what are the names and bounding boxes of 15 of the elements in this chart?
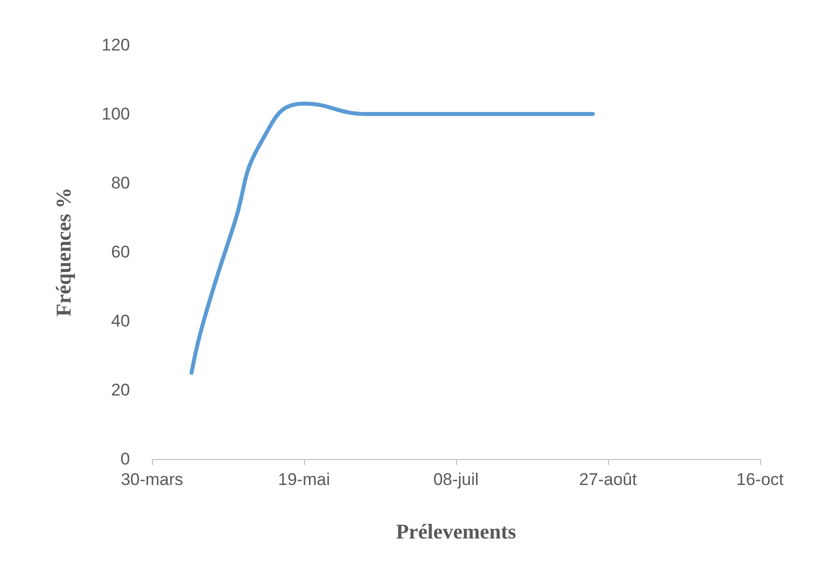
y-tick-label: 80	[111, 174, 130, 192]
y-tick-label: 60	[111, 242, 130, 262]
line-series	[190, 102, 595, 375]
y-axis-title: Fréquences %	[52, 188, 76, 316]
x-tick-label: 19-mai	[278, 470, 330, 489]
y-tick-label: 100	[102, 104, 130, 124]
x-tick-label: 27-août	[579, 470, 638, 489]
x-tick-label: 30-mars	[120, 470, 184, 489]
x-tick-label: 16-oct	[736, 470, 784, 489]
y-tick-label: 40	[111, 312, 130, 330]
x-axis-title: Prélevements	[396, 520, 516, 544]
y-tick-label: 0	[120, 450, 130, 468]
y-tick-label: 20	[111, 380, 130, 400]
y-tick-label: 120	[102, 36, 130, 54]
x-tick-label: 08-juil	[433, 470, 479, 489]
